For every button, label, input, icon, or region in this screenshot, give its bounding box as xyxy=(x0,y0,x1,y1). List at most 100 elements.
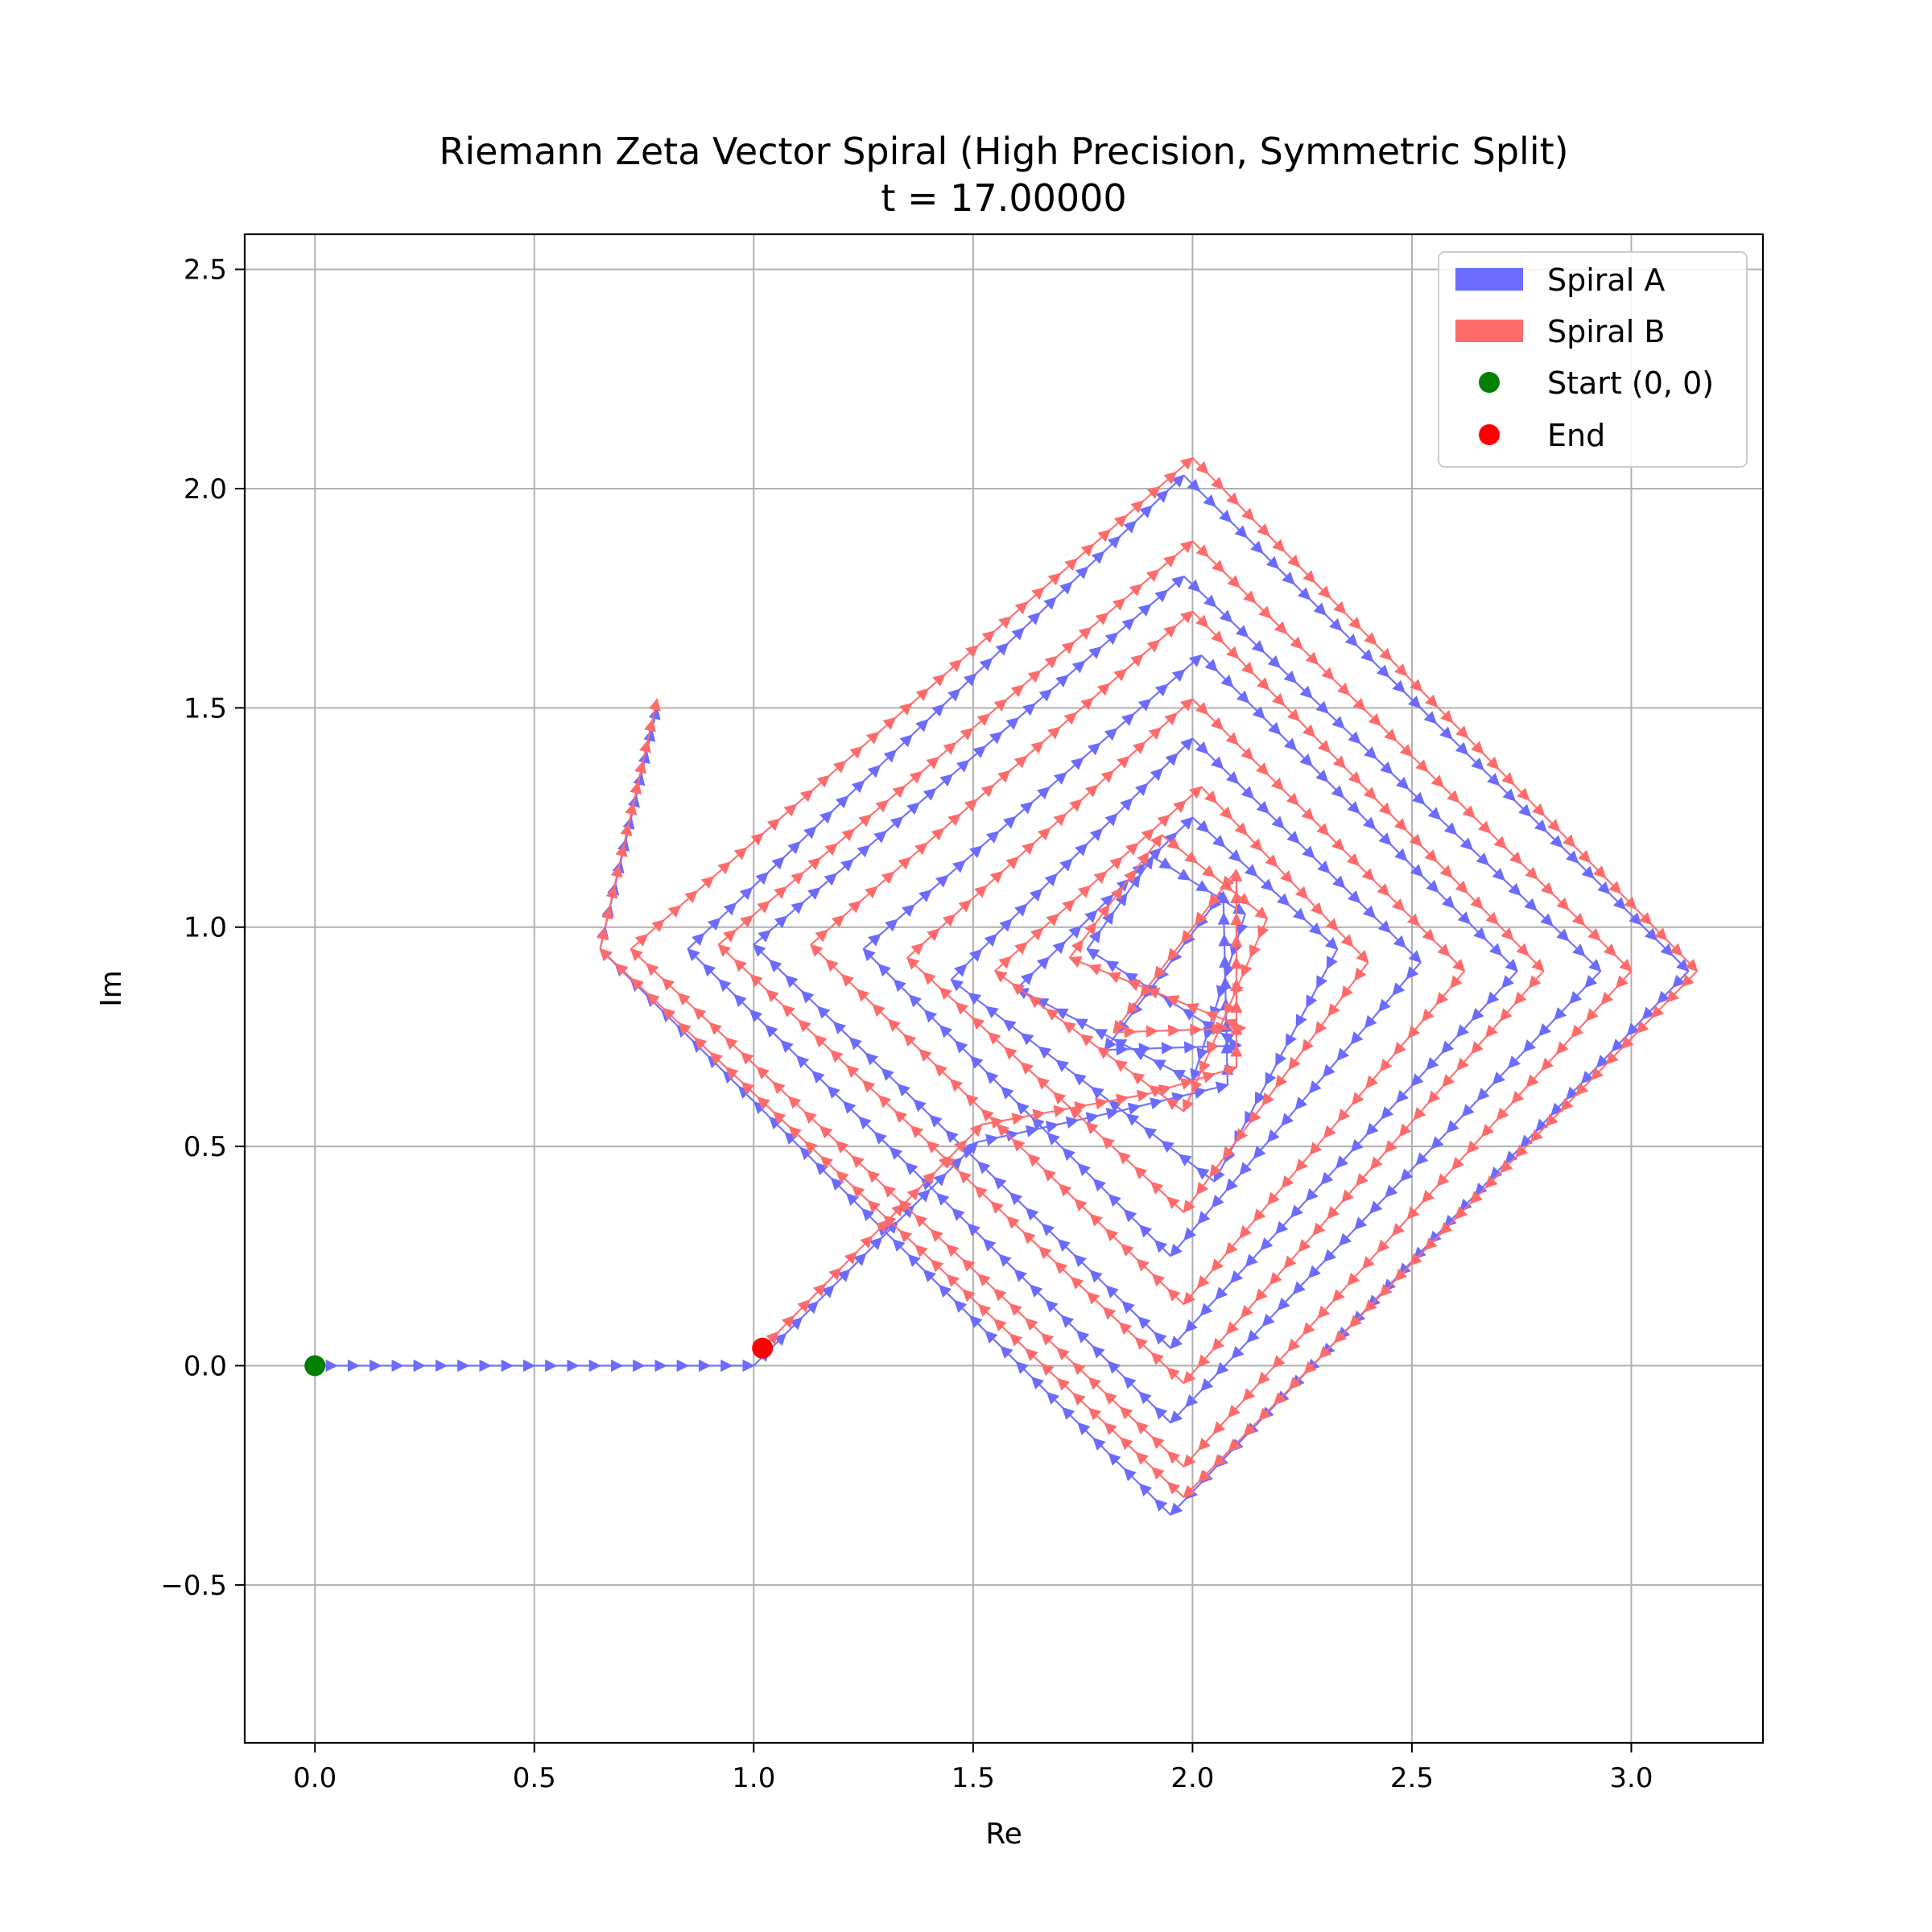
spiral-a-vector xyxy=(1253,797,1269,815)
spiral-a-vector xyxy=(1154,1498,1171,1516)
spiral-b-vector xyxy=(1056,641,1075,658)
spiral-a-vector xyxy=(1048,771,1067,789)
spiral-b-vector xyxy=(643,718,656,741)
spiral-b-vector xyxy=(1369,1151,1386,1170)
spiral-a-vector xyxy=(1152,1059,1174,1071)
spiral-a-vector xyxy=(1498,784,1516,802)
spiral-b-vector xyxy=(808,1283,827,1301)
spiral-b-vector xyxy=(1448,955,1466,972)
spiral-a-vector xyxy=(753,1100,770,1118)
spiral-b-vector xyxy=(1231,818,1248,836)
spiral-a-vector xyxy=(1385,1179,1402,1198)
spiral-b-vector xyxy=(1436,706,1454,724)
spiral-a-vector xyxy=(1232,686,1250,704)
spiral-b-vector xyxy=(1165,1097,1185,1113)
spiral-b-vector xyxy=(1395,740,1414,758)
spiral-b-vector xyxy=(1009,601,1029,618)
spiral-a-vector xyxy=(1170,1498,1187,1516)
spiral-b-vector xyxy=(1181,923,1196,943)
spiral-a-vector xyxy=(770,915,788,931)
spiral-a-vector xyxy=(1391,773,1410,790)
spiral-a-vector xyxy=(968,745,987,762)
spiral-b-vector xyxy=(1065,799,1083,815)
spiral-b-vector xyxy=(1442,1069,1459,1088)
spiral-a-vector xyxy=(1279,667,1298,683)
spiral-b-vector xyxy=(1267,1187,1283,1206)
spiral-b-vector xyxy=(1411,755,1429,773)
spiral-a-vector xyxy=(1216,670,1234,688)
spiral-a-vector xyxy=(1260,1232,1278,1251)
spiral-a-vector xyxy=(993,1176,1011,1194)
spiral-b-vector xyxy=(1393,1037,1410,1055)
spiral-b-vector xyxy=(1140,977,1156,997)
spiral-b-vector xyxy=(1026,587,1045,604)
spiral-b-vector xyxy=(1158,625,1177,642)
spiral-a-vector xyxy=(1389,931,1407,948)
spiral-a-vector xyxy=(1055,1059,1075,1075)
spiral-b-vector xyxy=(1536,878,1554,895)
spiral-a-vector xyxy=(1000,1345,1018,1363)
spiral-b-vector xyxy=(1275,1068,1290,1088)
spiral-b-vector xyxy=(1020,1061,1038,1079)
spiral-b-vector xyxy=(927,673,946,690)
spiral-b-vector xyxy=(851,1185,869,1202)
spiral-a-vector xyxy=(1264,717,1282,736)
spiral-a-vector xyxy=(1215,605,1233,623)
spiral-b-vector xyxy=(708,1022,727,1038)
spiral-b-vector xyxy=(1107,972,1129,984)
spiral-a-vector xyxy=(893,979,910,996)
spiral-b-vector xyxy=(1089,870,1108,887)
spiral-b-vector xyxy=(1135,1451,1154,1468)
spiral-a-vector xyxy=(1061,1406,1079,1424)
spiral-a-vector xyxy=(1014,801,1034,818)
spiral-b-vector xyxy=(1009,1333,1027,1350)
spiral-a-vector xyxy=(848,1253,867,1271)
spiral-b-vector xyxy=(1348,694,1366,712)
spiral-b-vector xyxy=(1424,1233,1442,1251)
spiral-b-vector xyxy=(1239,1220,1255,1239)
spiral-a-vector xyxy=(1216,976,1228,999)
spiral-a-vector xyxy=(1328,872,1346,889)
spiral-a-vector xyxy=(1455,1019,1473,1038)
spiral-a-vector xyxy=(1199,490,1216,508)
spiral-b-vector xyxy=(1245,834,1263,852)
spiral-b-vector xyxy=(1213,876,1233,892)
spiral-b-vector xyxy=(1312,819,1330,836)
spiral-b-vector xyxy=(1527,955,1545,972)
spiral-a-vector xyxy=(902,802,920,818)
spiral-a-vector xyxy=(1293,583,1311,601)
spiral-b-vector xyxy=(1384,1135,1401,1154)
spiral-b-vector xyxy=(1348,1311,1366,1328)
spiral-b-vector xyxy=(1085,1121,1104,1138)
spiral-b-vector xyxy=(1068,939,1084,959)
spiral-b-vector xyxy=(1273,1388,1290,1406)
spiral-b-vector xyxy=(1298,566,1316,584)
spiral-a-vector xyxy=(1199,1298,1217,1317)
spiral-b-vector xyxy=(1377,1234,1393,1253)
spiral-b-vector xyxy=(1585,1003,1603,1022)
spiral-a-vector xyxy=(1211,1190,1228,1208)
spiral-b-vector xyxy=(977,1303,996,1320)
spiral-b-vector xyxy=(1333,1326,1351,1344)
spiral-a-vector xyxy=(970,1055,987,1073)
spiral-a-vector xyxy=(1338,1228,1356,1246)
spiral-a-vector xyxy=(1304,919,1323,935)
spiral-b-vector xyxy=(795,789,814,806)
spiral-a-vector xyxy=(848,1037,867,1055)
spiral-b-vector xyxy=(1390,659,1408,677)
spiral-a-vector xyxy=(1013,1269,1031,1286)
spiral-b-vector xyxy=(1088,1407,1106,1424)
spiral-b-vector xyxy=(965,1123,983,1141)
spiral-a-vector xyxy=(1256,875,1274,892)
spiral-b-vector xyxy=(1161,834,1181,850)
spiral-b-vector xyxy=(596,927,609,950)
spiral-b-vector xyxy=(840,1251,858,1269)
spiral-b-vector xyxy=(1002,1113,1026,1125)
spiral-a-vector xyxy=(1176,737,1194,754)
spiral-a-vector xyxy=(1311,696,1329,714)
spiral-a-vector xyxy=(831,795,849,812)
spiral-a-vector xyxy=(1265,1064,1277,1086)
spiral-b-vector xyxy=(985,870,1004,887)
spiral-a-vector xyxy=(1077,1162,1095,1180)
spiral-b-vector xyxy=(1101,1136,1120,1154)
